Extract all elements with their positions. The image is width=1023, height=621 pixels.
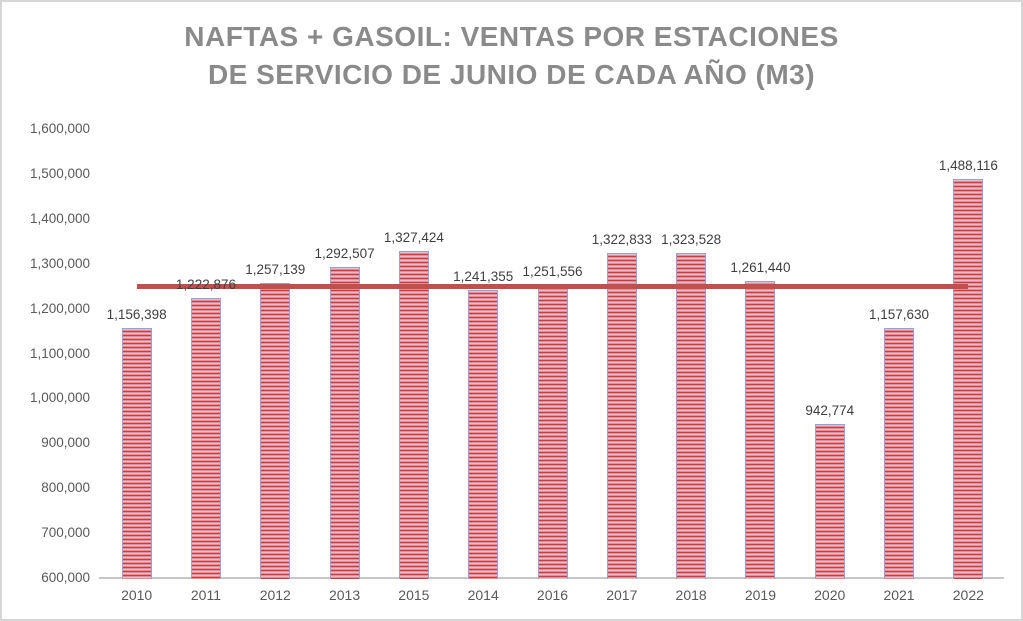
bar-2019 xyxy=(745,281,776,579)
y-axis-tick-label: 700,000 xyxy=(41,525,90,541)
bar-2012 xyxy=(260,282,291,579)
bar-2016 xyxy=(537,285,568,579)
bar-2015 xyxy=(398,251,429,579)
bar-2011 xyxy=(190,298,221,579)
x-axis-tick-label: 2018 xyxy=(675,587,707,603)
x-axis-tick-label: 2012 xyxy=(259,587,291,603)
bar-2018 xyxy=(676,253,707,579)
bar-2020 xyxy=(814,424,845,579)
y-axis-tick-label: 1,200,000 xyxy=(29,300,90,316)
bar-value-label: 1,261,440 xyxy=(730,260,791,275)
chart-title-line2: DE SERVICIO DE JUNIO DE CADA AÑO (M3) xyxy=(207,59,816,90)
x-axis-tick-label: 2010 xyxy=(121,587,153,603)
bar-2014 xyxy=(468,290,499,579)
y-axis-tick-label: 1,500,000 xyxy=(29,165,90,181)
bar-value-label: 1,157,630 xyxy=(869,306,930,322)
x-axis-tick-label: 2015 xyxy=(398,587,430,603)
y-axis-tick-label: 600,000 xyxy=(41,570,90,585)
x-axis-tick-label: 2013 xyxy=(328,587,361,603)
chart-title: NAFTAS + GASOIL: VENTAS POR ESTACIONES D… xyxy=(2,18,1021,94)
bar-value-label: 1,488,116 xyxy=(938,158,998,174)
y-axis-tick-label: 1,300,000 xyxy=(29,255,90,271)
x-axis-tick-label: 2016 xyxy=(536,587,569,603)
bar-value-label: 1,323,528 xyxy=(661,232,722,248)
bar-value-label: 1,257,139 xyxy=(245,261,306,277)
bar-value-label: 1,292,507 xyxy=(314,246,375,262)
x-axis-tick-label: 2021 xyxy=(883,587,915,603)
chart-title-line1: NAFTAS + GASOIL: VENTAS POR ESTACIONES xyxy=(184,21,839,52)
y-axis-tick-label: 800,000 xyxy=(41,480,90,496)
bar-2021 xyxy=(884,327,915,579)
y-axis-tick-label: 1,000,000 xyxy=(29,390,90,406)
y-axis-tick-label: 1,100,000 xyxy=(29,345,90,361)
bar-value-label: 1,241,355 xyxy=(453,269,514,285)
x-axis-tick-label: 2011 xyxy=(190,587,221,603)
x-axis-tick-label: 2014 xyxy=(467,587,499,603)
x-axis-tick-label: 2017 xyxy=(606,587,638,603)
y-axis-tick-label: 1,400,000 xyxy=(29,210,90,226)
bar-value-label: 1,222,876 xyxy=(175,277,236,293)
x-axis-tick-label: 2019 xyxy=(744,587,776,603)
bar-value-label: 1,327,424 xyxy=(383,230,444,246)
bar-value-label: 942,774 xyxy=(805,403,855,419)
bar-value-label: 1,251,556 xyxy=(522,264,583,280)
bar-2013 xyxy=(329,267,360,579)
bar-2010 xyxy=(121,328,152,579)
bar-value-label: 1,322,833 xyxy=(591,232,652,248)
x-axis-tick-label: 2020 xyxy=(814,587,846,603)
x-axis-tick-label: 2022 xyxy=(952,587,984,603)
average-line xyxy=(136,284,969,290)
y-axis-tick-label: 1,600,000 xyxy=(29,121,90,136)
bar-2022 xyxy=(953,179,984,579)
bar-2017 xyxy=(606,253,637,579)
bar-value-label: 1,156,398 xyxy=(106,307,167,323)
y-axis-tick-label: 900,000 xyxy=(41,435,90,451)
